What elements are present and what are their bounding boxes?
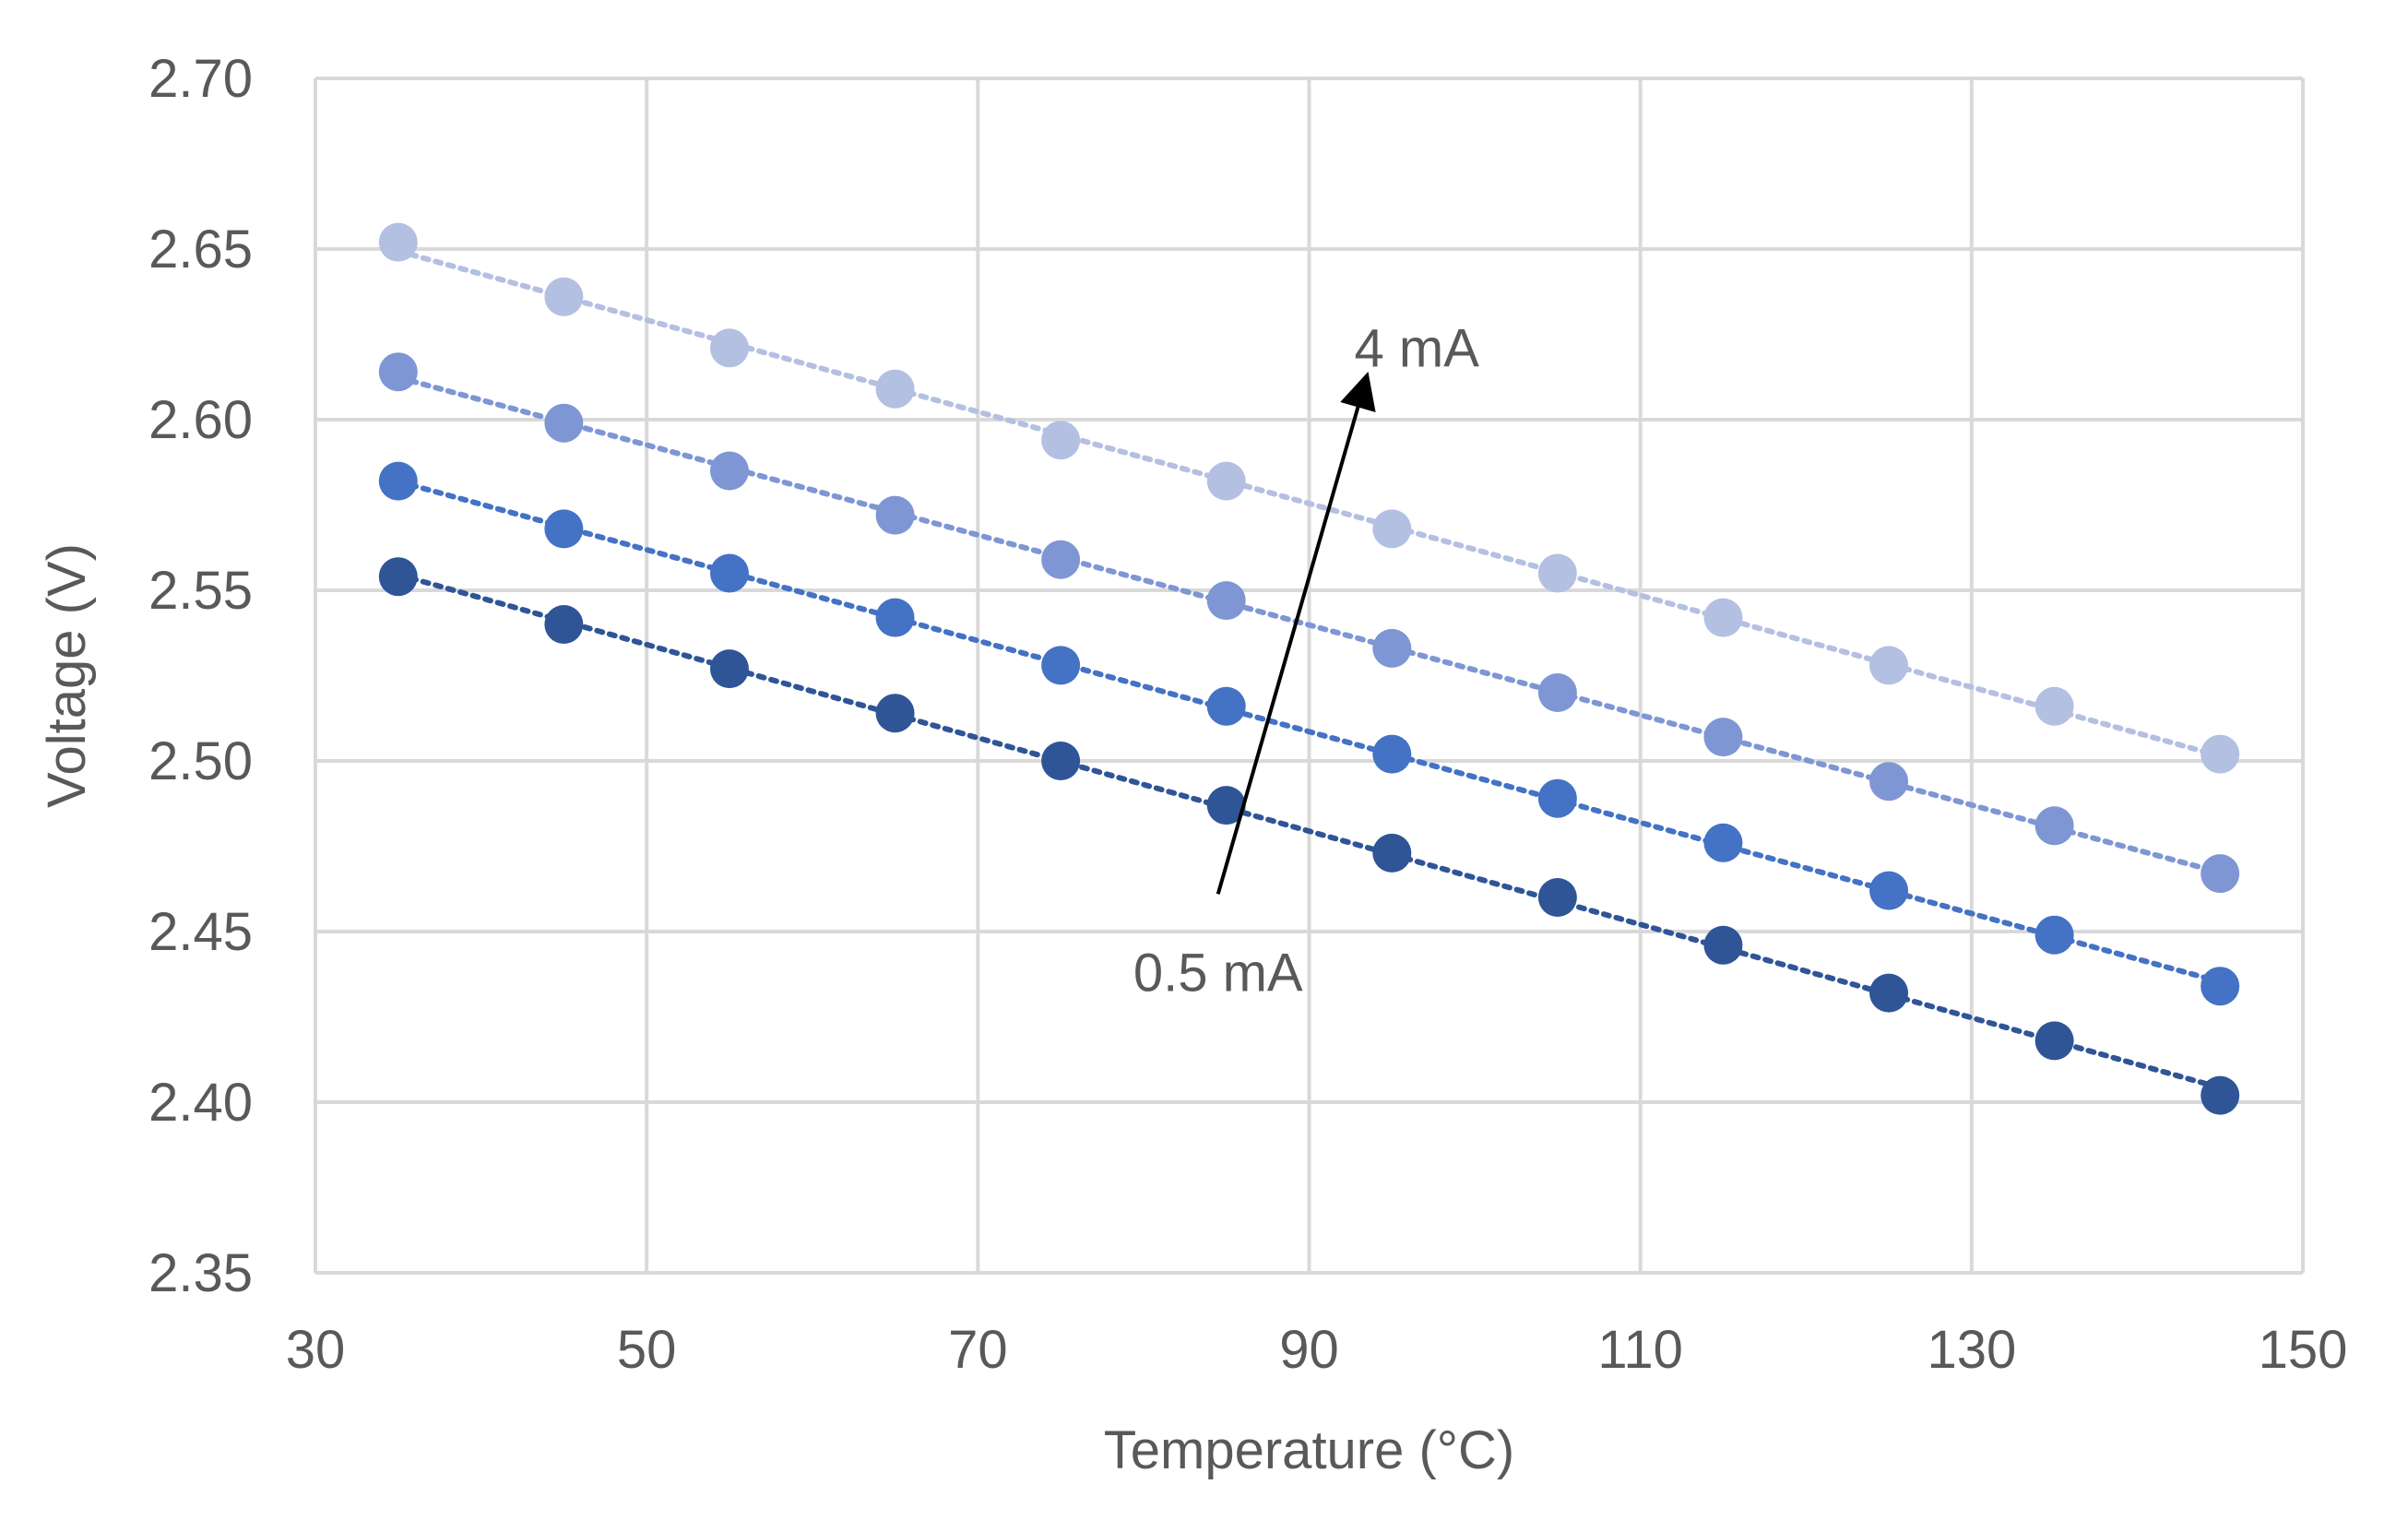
data-point-series-2	[1372, 734, 1412, 774]
data-point-series-4	[2034, 686, 2074, 726]
y-tick-label: 2.70	[148, 49, 253, 109]
data-point-series-1	[875, 694, 915, 733]
current-increase-arrow	[1216, 372, 1376, 895]
data-point-series-2	[1537, 778, 1577, 818]
data-point-series-3	[1703, 718, 1743, 757]
x-tick-label: 150	[2259, 1320, 2348, 1380]
data-point-series-4	[2200, 734, 2240, 774]
trendline-series-2	[395, 479, 2224, 985]
data-point-series-2	[1869, 871, 1909, 910]
trendline-series-3	[395, 374, 2224, 876]
y-tick-label: 2.60	[148, 390, 253, 450]
y-tick-label: 2.45	[148, 902, 253, 962]
y-tick-label: 2.65	[148, 220, 253, 279]
data-point-series-3	[2200, 854, 2240, 894]
data-point-series-2	[1703, 823, 1743, 862]
y-tick-label: 2.40	[148, 1073, 253, 1133]
y-tick-label: 2.50	[148, 731, 253, 791]
data-point-series-4	[378, 222, 418, 262]
data-point-series-1	[1869, 973, 1909, 1013]
data-point-series-3	[2034, 806, 2074, 846]
y-tick-labels: 2.35 2.40 2.45 2.50 2.55 2.60 2.65 2.70	[148, 49, 253, 1303]
data-point-series-2	[2034, 915, 2074, 955]
data-point-series-1	[1537, 878, 1577, 917]
annotation-high-current: 4 mA	[1355, 318, 1480, 378]
y-tick-label: 2.55	[148, 561, 253, 621]
data-point-series-1	[544, 605, 584, 644]
data-point-series-2	[1206, 686, 1246, 726]
data-point-series-2	[875, 598, 915, 637]
data-point-series-1	[1041, 742, 1081, 780]
data-point-series-1	[1703, 925, 1743, 965]
data-point-series-2	[1041, 646, 1081, 685]
data-point-series-3	[1372, 628, 1412, 668]
data-point-series-3	[1869, 762, 1909, 802]
x-tick-label: 50	[617, 1320, 677, 1380]
x-tick-label: 30	[286, 1320, 346, 1380]
data-point-series-2	[709, 553, 749, 593]
trendline-series-1	[395, 572, 2224, 1091]
x-tick-label: 90	[1279, 1320, 1339, 1380]
data-point-series-3	[1041, 540, 1081, 579]
data-point-series-3	[709, 451, 749, 491]
data-point-series-3	[875, 495, 915, 535]
data-point-series-3	[1537, 673, 1577, 712]
data-point-series-1	[2200, 1075, 2240, 1115]
data-point-series-4	[1869, 646, 1909, 685]
data-points	[378, 222, 2240, 1115]
data-point-series-1	[1372, 833, 1412, 873]
trendline-series-4	[395, 248, 2224, 759]
x-tick-label: 130	[1927, 1320, 2016, 1380]
x-tick-labels: 30 50 70 90 110 130 150	[286, 1320, 2348, 1380]
data-point-series-1	[378, 557, 418, 597]
annotation-low-current: 0.5 mA	[1133, 943, 1303, 1003]
x-axis-title: Temperature (°C)	[1104, 1420, 1514, 1480]
data-point-series-4	[1703, 598, 1743, 637]
data-point-series-1	[1206, 786, 1246, 825]
data-point-series-4	[1537, 553, 1577, 593]
data-point-series-2	[378, 461, 418, 501]
data-point-series-1	[709, 649, 749, 689]
data-point-series-4	[1206, 461, 1246, 501]
data-point-series-4	[709, 328, 749, 368]
data-point-series-4	[544, 277, 584, 316]
data-point-series-3	[1206, 581, 1246, 621]
axes	[314, 78, 2303, 1275]
x-tick-label: 70	[948, 1320, 1008, 1380]
y-axis-title: Voltage (V)	[37, 543, 97, 808]
data-point-series-2	[2200, 967, 2240, 1006]
data-point-series-4	[1372, 509, 1412, 549]
data-point-series-4	[875, 369, 915, 409]
data-point-series-1	[2034, 1021, 2074, 1061]
x-tick-label: 110	[1597, 1320, 1682, 1380]
data-point-series-3	[544, 403, 584, 443]
data-point-series-2	[544, 509, 584, 549]
data-point-series-3	[378, 352, 418, 392]
trendlines	[395, 248, 2224, 1091]
y-tick-label: 2.35	[148, 1243, 253, 1303]
data-point-series-4	[1041, 421, 1081, 460]
